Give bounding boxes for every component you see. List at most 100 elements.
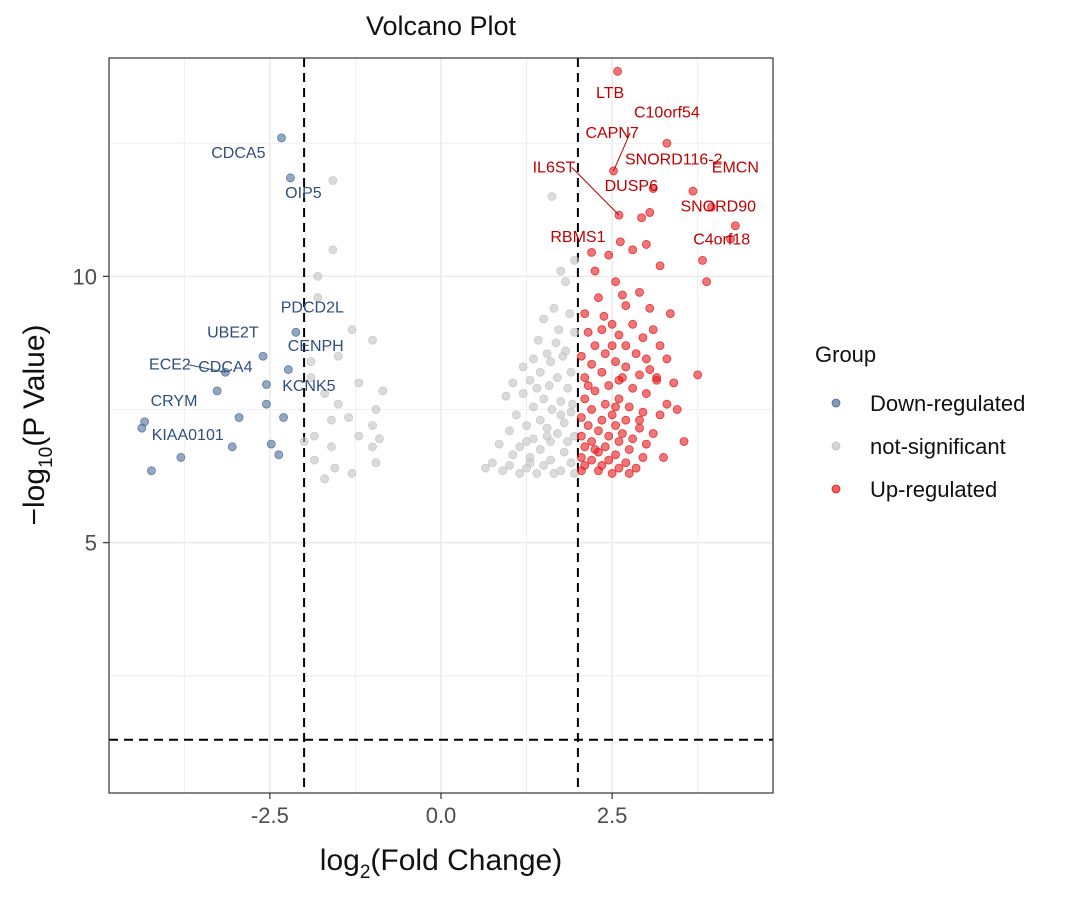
not-significant-point — [546, 455, 555, 465]
not-significant-point — [518, 389, 528, 398]
not-significant-point — [539, 394, 549, 404]
not-significant-point — [566, 458, 576, 468]
up-regulated-point — [614, 394, 624, 404]
up-regulated-point — [730, 221, 740, 231]
down-regulated-point — [262, 399, 271, 409]
up-regulated-point — [600, 349, 610, 358]
up-regulated-point — [614, 437, 624, 446]
down-regulated-point — [137, 423, 147, 433]
down-regulated-point — [286, 173, 295, 183]
not-significant-point — [327, 442, 336, 452]
gene-label-leader-line — [613, 132, 631, 172]
not-significant-point — [554, 325, 564, 335]
not-significant-point — [561, 346, 570, 356]
up-regulated-point — [665, 309, 675, 319]
up-regulated-point — [599, 311, 609, 321]
not-significant-point — [546, 357, 555, 366]
not-significant-point — [347, 469, 357, 478]
y-axis-title-text: (P Value) — [18, 325, 51, 447]
not-significant-point — [525, 458, 535, 468]
up-regulated-point — [638, 407, 648, 417]
not-significant-point — [306, 357, 316, 366]
up-regulated-point — [628, 319, 638, 329]
up-regulated-point — [604, 455, 614, 465]
up-regulated-point — [597, 415, 607, 425]
x-tick-label: 0.0 — [426, 803, 457, 828]
up-regulated-point — [600, 442, 610, 452]
not-significant-point — [561, 277, 570, 287]
down-regulated-point — [274, 450, 284, 460]
not-significant-point — [330, 463, 340, 473]
gene-label-leader-line — [187, 364, 226, 373]
gene-label: C4orf18 — [693, 231, 750, 248]
up-regulated-point — [600, 399, 610, 409]
down-regulated-point — [283, 365, 293, 374]
not-significant-point — [371, 405, 381, 414]
not-significant-point — [505, 461, 514, 470]
up-regulated-point — [607, 319, 617, 329]
not-significant-point — [559, 447, 569, 457]
not-significant-point — [494, 439, 504, 449]
not-significant-point — [333, 351, 343, 361]
up-regulated-point — [611, 450, 620, 460]
up-regulated-point — [618, 290, 627, 300]
y-axis-title-log: −log — [18, 468, 51, 526]
gene-label: LTB — [596, 85, 624, 102]
not-significant-point — [501, 391, 511, 401]
up-regulated-point — [576, 466, 586, 476]
gene-label-leader-line — [571, 167, 620, 216]
up-regulated-point — [604, 431, 614, 441]
not-significant-point — [511, 410, 521, 420]
up-regulated-point — [631, 463, 641, 473]
legend-label: Down-regulated — [870, 391, 1025, 416]
not-significant-point — [556, 410, 566, 420]
up-regulated-point — [614, 463, 624, 473]
up-regulated-point — [594, 293, 603, 303]
not-significant-point — [539, 314, 549, 324]
not-significant-point — [547, 405, 557, 414]
up-regulated-point — [611, 402, 620, 412]
up-regulated-point — [576, 453, 586, 462]
down-regulated-point — [266, 439, 276, 449]
down-regulated-point — [176, 453, 186, 462]
gene-label: OIP5 — [285, 185, 322, 202]
gene-label: DUSP6 — [605, 178, 658, 195]
down-regulated-point — [212, 386, 222, 396]
not-significant-point — [508, 450, 518, 460]
down-regulated-point — [277, 133, 286, 143]
not-significant-point — [559, 418, 569, 428]
x-tick-label: 2.5 — [597, 803, 628, 828]
not-significant-point — [529, 354, 538, 364]
not-significant-point — [542, 423, 552, 433]
down-regulated-point — [227, 442, 237, 452]
not-significant-point — [347, 325, 357, 335]
up-regulated-point — [611, 421, 620, 430]
not-significant-point — [522, 437, 531, 446]
up-regulated-point — [669, 378, 679, 388]
gene-label: EMCN — [712, 160, 759, 177]
threshold-lines — [109, 58, 773, 793]
not-significant-point — [566, 367, 576, 377]
not-significant-point — [515, 469, 525, 478]
not-significant-point — [320, 474, 330, 484]
down-regulated-point — [262, 380, 271, 389]
up-regulated-point — [645, 208, 655, 217]
up-regulated-point — [662, 354, 672, 364]
up-regulated-point — [645, 365, 655, 374]
up-regulated-point — [576, 351, 586, 361]
up-regulated-point — [624, 469, 634, 478]
up-regulated-point — [635, 287, 644, 297]
up-regulated-point — [652, 373, 662, 382]
up-regulated-point — [614, 330, 624, 340]
up-regulated-point — [688, 186, 698, 196]
gene-label: RBMS1 — [550, 229, 605, 246]
down-regulated-point — [258, 351, 268, 361]
not-significant-point — [481, 463, 490, 473]
down-regulated-point — [291, 327, 301, 337]
up-regulated-point — [580, 309, 590, 319]
not-significant-point — [568, 399, 577, 409]
up-regulated-point — [662, 399, 672, 409]
up-regulated-point — [655, 341, 665, 351]
up-regulated-point — [583, 421, 593, 430]
up-regulated-point — [604, 381, 614, 390]
